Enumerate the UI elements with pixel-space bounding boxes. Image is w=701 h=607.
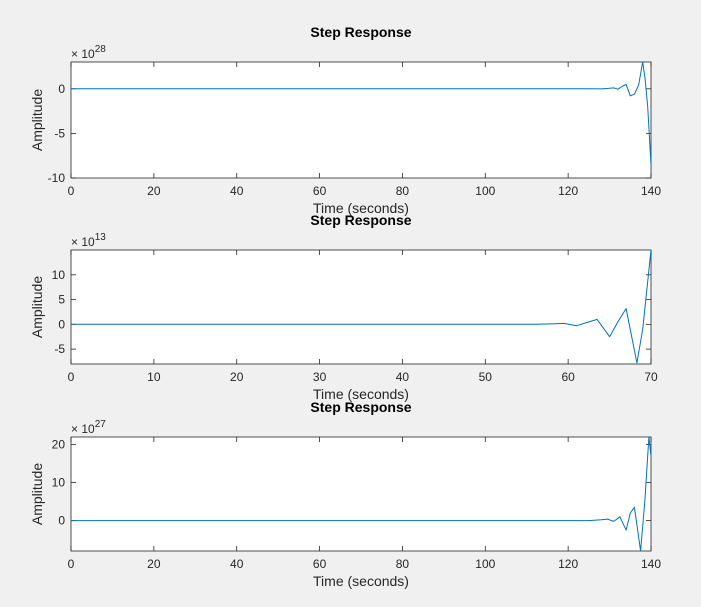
exponent-power: 28 — [95, 44, 107, 55]
x-axis-label: Time (seconds) — [313, 200, 409, 216]
exponent-label: × 1027 — [71, 419, 106, 436]
x-tick-label: 20 — [147, 557, 161, 571]
exponent-label: × 1013 — [71, 232, 106, 249]
x-tick-label: 120 — [558, 557, 578, 571]
x-tick-label: 80 — [396, 184, 410, 198]
y-tick-label: -5 — [54, 126, 65, 140]
x-axis-label: Time (seconds) — [313, 386, 409, 402]
y-axis-label: Amplitude — [29, 463, 45, 525]
exponent-power: 27 — [95, 419, 107, 430]
chart-title: Step Response — [310, 212, 411, 228]
y-tick-label: 0 — [58, 317, 65, 331]
subplot-1: Step Response × 1028 0 20 40 60 80 100 120 140 -10… — [29, 24, 661, 216]
exponent-base: × 10 — [71, 422, 95, 436]
y-tick-label: 5 — [58, 293, 65, 307]
x-tick-label: 40 — [230, 557, 244, 571]
x-tick-label: 40 — [230, 184, 244, 198]
y-tick-label: 0 — [58, 82, 65, 96]
plot-area — [70, 61, 652, 179]
x-tick-label: 20 — [147, 184, 161, 198]
chart-title: Step Response — [310, 24, 411, 40]
y-tick-label: 10 — [52, 476, 66, 490]
x-tick-label: 10 — [147, 370, 161, 384]
exponent-base: × 10 — [71, 235, 95, 249]
x-tick-label: 30 — [313, 370, 327, 384]
y-tick-label: -10 — [48, 171, 66, 185]
y-tick-label: 0 — [58, 514, 65, 528]
x-tick-label: 60 — [313, 184, 327, 198]
exponent-label: × 1028 — [71, 44, 106, 61]
x-tick-label: 50 — [479, 370, 493, 384]
y-tick-label: 10 — [52, 268, 66, 282]
x-tick-label: 100 — [475, 557, 495, 571]
chart-title: Step Response — [310, 399, 411, 415]
x-tick-label: 140 — [641, 184, 661, 198]
y-tick-label: 20 — [52, 438, 66, 452]
plot-area — [70, 436, 652, 552]
x-tick-label: 20 — [230, 370, 244, 384]
subplot-3: Step Response × 1027 0 20 40 60 80 100 120 140 0 10… — [29, 399, 661, 589]
series-line — [71, 437, 651, 551]
x-tick-label: 0 — [68, 370, 75, 384]
plot-area — [70, 249, 652, 365]
x-tick-label: 70 — [644, 370, 658, 384]
x-tick-label: 40 — [396, 370, 410, 384]
x-axis-label: Time (seconds) — [313, 573, 409, 589]
x-tick-label: 140 — [641, 557, 661, 571]
x-tick-label: 0 — [68, 184, 75, 198]
x-tick-label: 120 — [558, 184, 578, 198]
y-axis-label: Amplitude — [29, 276, 45, 338]
series-line — [71, 62, 651, 165]
exponent-base: × 10 — [71, 47, 95, 61]
x-tick-label: 0 — [68, 557, 75, 571]
exponent-power: 13 — [95, 232, 107, 243]
x-tick-label: 60 — [561, 370, 575, 384]
x-tick-label: 100 — [475, 184, 495, 198]
y-axis-label: Amplitude — [29, 89, 45, 151]
y-tick-label: -5 — [54, 342, 65, 356]
x-tick-label: 60 — [313, 557, 327, 571]
series-line — [71, 250, 651, 364]
x-tick-label: 80 — [396, 557, 410, 571]
